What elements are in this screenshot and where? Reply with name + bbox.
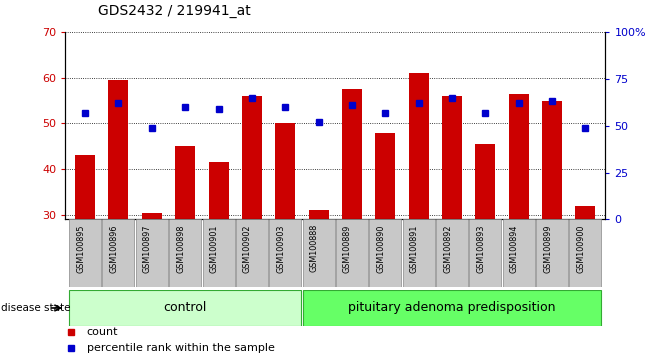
Bar [409, 73, 428, 219]
Text: count: count [87, 327, 118, 337]
FancyBboxPatch shape [570, 219, 602, 287]
Bar [275, 124, 296, 219]
Text: GSM100894: GSM100894 [510, 224, 519, 273]
Bar [575, 206, 596, 219]
Text: GSM100898: GSM100898 [176, 224, 185, 273]
Text: GSM100901: GSM100901 [210, 224, 219, 273]
Bar [75, 155, 95, 219]
FancyBboxPatch shape [369, 219, 401, 287]
Text: GSM100900: GSM100900 [576, 224, 585, 273]
Text: GSM100899: GSM100899 [543, 224, 552, 273]
Text: percentile rank within the sample: percentile rank within the sample [87, 343, 275, 353]
Text: disease state: disease state [1, 303, 71, 313]
Text: GSM100896: GSM100896 [109, 224, 118, 273]
Bar [309, 210, 329, 219]
Bar [508, 94, 529, 219]
Bar [142, 213, 162, 219]
FancyBboxPatch shape [503, 219, 534, 287]
FancyBboxPatch shape [136, 219, 168, 287]
Text: pituitary adenoma predisposition: pituitary adenoma predisposition [348, 302, 556, 314]
FancyBboxPatch shape [303, 219, 335, 287]
Text: GSM100891: GSM100891 [409, 224, 419, 273]
Bar [542, 101, 562, 219]
FancyBboxPatch shape [102, 219, 135, 287]
Text: control: control [163, 302, 207, 314]
Bar [242, 96, 262, 219]
Bar [475, 144, 495, 219]
Bar [109, 80, 128, 219]
Bar [175, 146, 195, 219]
FancyBboxPatch shape [303, 290, 602, 326]
FancyBboxPatch shape [336, 219, 368, 287]
FancyBboxPatch shape [169, 219, 201, 287]
Text: GSM100895: GSM100895 [76, 224, 85, 273]
FancyBboxPatch shape [236, 219, 268, 287]
FancyBboxPatch shape [69, 290, 301, 326]
Text: GSM100888: GSM100888 [310, 224, 318, 273]
FancyBboxPatch shape [202, 219, 234, 287]
FancyBboxPatch shape [270, 219, 301, 287]
Text: GSM100892: GSM100892 [443, 224, 452, 273]
Bar [442, 96, 462, 219]
Bar [208, 162, 229, 219]
FancyBboxPatch shape [402, 219, 435, 287]
FancyBboxPatch shape [469, 219, 501, 287]
FancyBboxPatch shape [436, 219, 468, 287]
Text: GSM100903: GSM100903 [276, 224, 285, 273]
Text: GSM100902: GSM100902 [243, 224, 252, 273]
Text: GSM100890: GSM100890 [376, 224, 385, 273]
FancyBboxPatch shape [536, 219, 568, 287]
Text: GDS2432 / 219941_at: GDS2432 / 219941_at [98, 4, 251, 18]
FancyBboxPatch shape [69, 219, 101, 287]
Text: GSM100889: GSM100889 [343, 224, 352, 273]
Bar [342, 89, 362, 219]
Text: GSM100893: GSM100893 [477, 224, 486, 273]
Text: GSM100897: GSM100897 [143, 224, 152, 273]
Bar [375, 132, 395, 219]
